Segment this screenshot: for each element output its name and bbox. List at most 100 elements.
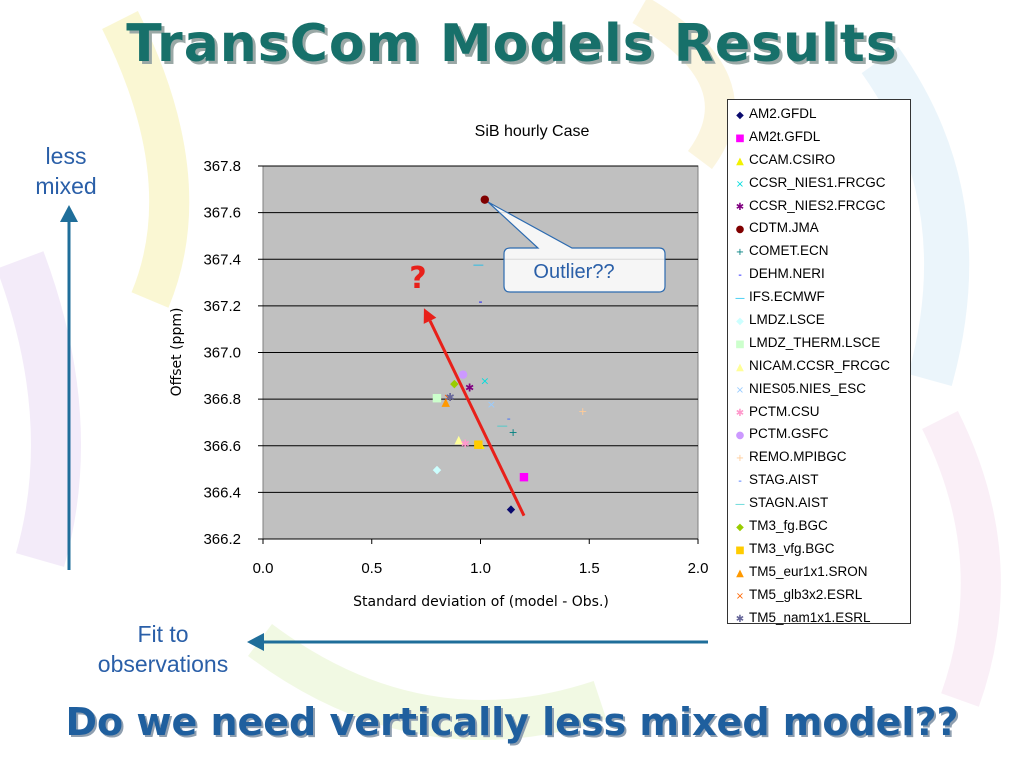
data-point: - <box>507 412 511 425</box>
callout-text: Outlier?? <box>533 261 614 283</box>
question-mark: ? <box>409 261 426 296</box>
legend-marker: ◆ <box>736 522 744 534</box>
data-point: — <box>497 419 508 432</box>
y-tick-label: 367.8 <box>203 158 241 175</box>
legend-label: CCAM.CSIRO <box>749 151 836 167</box>
y-tick-label: 366.4 <box>203 484 241 501</box>
data-point: ■ <box>432 391 442 404</box>
x-tick-label: 2.0 <box>688 560 709 577</box>
legend-marker: ▲ <box>736 155 744 167</box>
legend-label: TM5_nam1x1.ESRL <box>749 609 871 625</box>
legend-marker: + <box>735 247 745 259</box>
legend-marker: - <box>738 270 742 282</box>
less-mixed-label: less mixed <box>20 141 112 201</box>
data-point: — <box>473 258 484 271</box>
legend-marker: ✱ <box>735 407 745 419</box>
data-point: + <box>509 426 518 439</box>
legend-item: × TM5_glb3x2.ESRL <box>734 584 910 607</box>
legend-label: CCSR_NIES1.FRCGC <box>749 174 886 190</box>
chart-title: SiB hourly Case <box>475 123 590 140</box>
data-point: ✱ <box>461 437 470 450</box>
data-point: ✱ <box>465 381 474 394</box>
vertical-arrow <box>60 205 78 570</box>
legend-marker: — <box>735 499 745 511</box>
legend-item: ■ AM2t.GFDL <box>734 126 910 149</box>
fit-to-observations-line-2: observations <box>97 651 229 677</box>
legend-marker: ■ <box>735 132 745 144</box>
legend-item: — IFS.ECMWF <box>734 286 910 309</box>
data-point: ▲ <box>455 433 464 446</box>
legend-item: ✱ CCSR_NIES2.FRCGC <box>734 195 910 218</box>
legend-label: LMDZ_THERM.LSCE <box>749 334 881 350</box>
y-tick-label: 367.0 <box>203 345 241 362</box>
legend-item: ◆ TM3_fg.BGC <box>734 515 910 538</box>
data-point: ■ <box>473 437 483 450</box>
data-point: × <box>443 391 452 404</box>
legend-label: AM2t.GFDL <box>749 128 821 144</box>
legend-label: TM3_fg.BGC <box>749 518 828 534</box>
legend-item: ◆ LMDZ.LSCE <box>734 309 910 332</box>
y-tick-label: 366.6 <box>203 438 241 455</box>
legend-item: + REMO.MPIBGC <box>734 446 910 469</box>
data-point: × <box>480 374 489 387</box>
legend-marker: ● <box>735 430 745 442</box>
legend-label: CDTM.JMA <box>749 220 819 236</box>
legend-marker: ✱ <box>735 613 745 625</box>
legend-marker: ◆ <box>736 316 744 328</box>
legend-item: — STAGN.AIST <box>734 492 910 515</box>
legend-item: - STAG.AIST <box>734 469 910 492</box>
legend-label: LMDZ.LSCE <box>749 312 825 328</box>
legend-label: COMET.ECN <box>749 243 829 259</box>
legend-item: ■ TM3_vfg.BGC <box>734 538 910 561</box>
legend-label: PCTM.CSU <box>749 403 820 419</box>
legend-label: NIES05.NIES_ESC <box>749 380 867 396</box>
trend-arrow-head <box>423 308 437 324</box>
legend-label: REMO.MPIBGC <box>749 449 847 465</box>
data-point: - <box>479 295 483 308</box>
trend-line <box>428 320 526 517</box>
x-tick-label: 0.5 <box>361 560 382 577</box>
legend-item: + COMET.ECN <box>734 240 910 263</box>
less-mixed-line-1: less <box>45 143 87 169</box>
legend-marker: ■ <box>735 338 745 350</box>
legend-item: ✱ PCTM.CSU <box>734 401 910 424</box>
legend-marker: — <box>735 293 745 305</box>
x-axis-label: Standard deviation of (model - Obs.) <box>353 594 609 610</box>
data-point: ■ <box>519 470 529 483</box>
y-axis-label: Offset (ppm) <box>169 308 185 397</box>
legend-item: - DEHM.NERI <box>734 263 910 286</box>
data-point: ◆ <box>433 463 442 476</box>
legend-item: ● CDTM.JMA <box>734 217 910 240</box>
legend-marker: ◆ <box>736 110 744 121</box>
legend-item: × CCSR_NIES1.FRCGC <box>734 172 910 195</box>
legend-marker: ● <box>735 224 745 236</box>
grid-lines <box>263 165 698 540</box>
horizontal-arrow <box>247 633 708 651</box>
y-tick-label: 367.2 <box>203 298 241 315</box>
legend-item: ▲ TM5_eur1x1.SRON <box>734 561 910 584</box>
legend-marker: + <box>735 453 745 465</box>
legend-label: NICAM.CCSR_FRCGC <box>749 357 891 373</box>
legend-label: TM5_glb3x2.ESRL <box>749 586 863 602</box>
legend-item: × NIES05.NIES_ESC <box>734 378 910 401</box>
legend-marker: ✱ <box>735 201 745 213</box>
legend-label: PCTM.GSFC <box>749 426 829 442</box>
outlier-callout: Outlier?? <box>487 201 666 293</box>
y-tick-label: 367.4 <box>203 251 241 268</box>
legend-item: ▲ CCAM.CSIRO <box>734 149 910 172</box>
legend-marker: × <box>735 384 745 396</box>
trend-arrow <box>423 308 526 517</box>
x-axis-ticks: 0.0 0.5 1.0 1.5 2.0 <box>253 539 709 577</box>
chart-legend: ◆ AM2.GFDL ■ AM2t.GFDL ▲ CCAM.CSIRO × CCSR_NIES… <box>727 99 911 625</box>
legend-item: ▲ NICAM.CCSR_FRCGC <box>734 355 910 378</box>
data-point: × <box>487 398 496 411</box>
legend-marker: - <box>738 476 742 488</box>
y-tick-label: 367.6 <box>203 205 241 222</box>
legend-marker: ▲ <box>736 361 744 373</box>
legend-item: ● PCTM.GSFC <box>734 423 910 446</box>
data-points: ◆■▲×✱●+-—◆■▲×✱●+-—◆■▲×✱ <box>432 193 588 516</box>
fit-to-observations-label: Fit to observations <box>70 619 256 679</box>
legend-marker: ▲ <box>736 567 744 579</box>
